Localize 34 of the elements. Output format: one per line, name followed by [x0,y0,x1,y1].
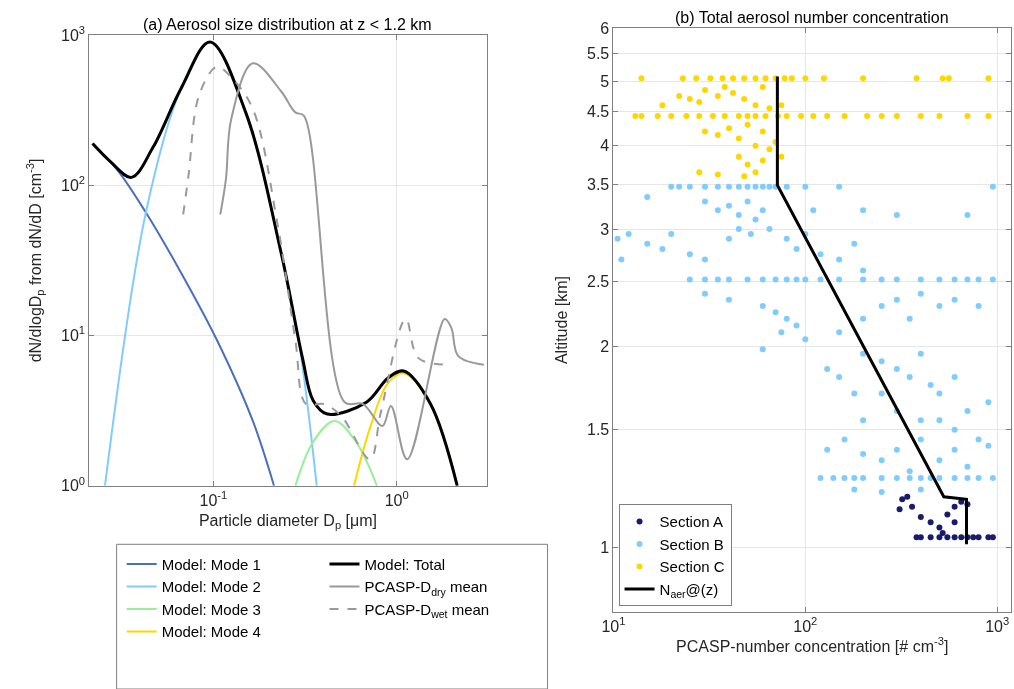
legend-label: Section A [659,513,723,531]
y-tick-label: 3 [600,220,610,238]
y-tick-label: 3.5 [587,175,610,193]
y-tick-label: 5 [600,72,610,90]
legend-label: Model: Mode 4 [161,623,261,641]
y-tick-label: 10$^{1}$ [61,324,86,345]
y-tick-label: 10$^{2}$ [61,174,86,194]
legend-label: N$_{aer}$@(z) [659,580,719,601]
legend-label: Model: Mode 3 [161,600,261,618]
y-tick-label: 6 [600,19,610,37]
y-tick-label: 4 [600,137,610,155]
y-tick-label: 2 [600,338,610,356]
x-tick-label: 10$^{-1}$ [199,489,228,509]
x-axis-title: Particle diameter D$_{p}$ [μm] [198,511,378,532]
y-tick-label: 5.5 [587,45,610,63]
legend-label: PCASP-D$_{dry}$ mean [364,578,488,598]
y-tick-label: 10$^{3}$ [61,24,86,44]
y-tick-label: 4.5 [587,103,610,121]
y-tick-label: 1.5 [587,421,610,439]
legend-label: Section C [659,558,725,576]
legend-label: Section B [659,535,724,553]
x-axis-title: PCASP-number concentration [# cm$^{-3}$] [676,635,949,655]
x-tick-label: 10$^{2}$ [793,615,818,636]
y-tick-label: 10$^{0}$ [61,474,86,495]
chart-title: (a) Aerosol size distribution at z < 1.2 km [143,16,432,33]
chart-title: (b) Total aerosol number concentration [675,9,949,26]
legend-label: Model: Total [364,555,446,573]
legend-label: PCASP-D$_{wet}$ mean [364,600,490,621]
legend-label: Model: Mode 1 [161,555,261,573]
legend-label: Model: Mode 2 [161,578,261,596]
x-tick-label: 10$^{3}$ [985,615,1010,636]
y-tick-label: 2.5 [587,273,610,291]
y-axis-title: Altitude [km] [552,276,570,365]
y-tick-label: 1 [600,538,610,556]
